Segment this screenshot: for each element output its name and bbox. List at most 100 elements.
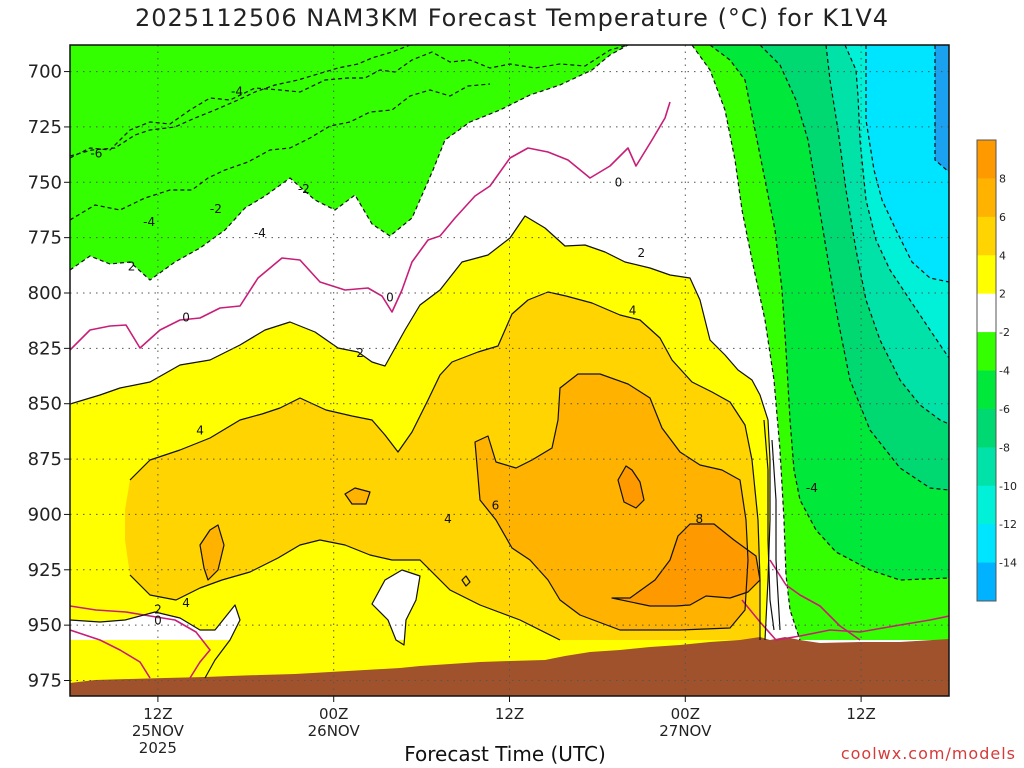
contour-minus10-east	[844, 45, 949, 359]
colorbar-swatch	[977, 562, 996, 602]
colorbar-label: 6	[999, 211, 1006, 224]
contour-label: 0	[154, 614, 162, 628]
fill-above-8	[612, 524, 760, 606]
y-tick-label: 700	[28, 62, 62, 83]
contour-8-pocket	[617, 465, 645, 509]
y-tick-label: 875	[28, 449, 62, 470]
y-tick-label: 925	[28, 560, 62, 581]
colorbar-label: -8	[999, 441, 1010, 454]
y-tick-label: 900	[28, 504, 62, 525]
colorbar-swatch	[977, 447, 996, 487]
contour-minus4	[70, 83, 491, 221]
x-tick-label: 27NOV	[659, 722, 712, 740]
colorbar-frame	[976, 139, 997, 602]
colorbar-label: -6	[999, 403, 1010, 416]
contour-minus4-east	[709, 45, 949, 581]
contour-label: -6	[90, 147, 102, 161]
contour-6-pocket	[199, 524, 225, 581]
x-tick-label: 12Z	[143, 705, 172, 723]
contour-label: -4	[254, 226, 266, 240]
colorbar-swatch	[977, 524, 996, 564]
x-tick-label: 25NOV	[132, 722, 185, 740]
y-tick-label: 775	[28, 228, 62, 249]
contour-label: -4	[231, 85, 243, 99]
colorbar-swatch	[977, 140, 996, 179]
contour-2-east-b	[771, 439, 781, 631]
chart-title: 2025112506 NAM3KM Forecast Temperature (…	[134, 4, 890, 32]
contour-minus12-east	[865, 45, 949, 283]
contour-label: -2	[210, 202, 222, 216]
contour-label: -4	[806, 481, 818, 495]
contour-minus14-east	[934, 45, 949, 173]
colorbar-swatch	[977, 408, 996, 448]
x-tick-label: 00Z	[671, 705, 700, 723]
contour-2-east-a	[763, 419, 775, 631]
colorbar-label: 4	[999, 249, 1006, 262]
freezing-line-sw	[70, 605, 211, 679]
fill-warm-pocket-3	[618, 466, 644, 508]
contour-minus8-east	[825, 45, 949, 425]
contour-label: 4	[444, 512, 452, 526]
colorbar-label: -14	[999, 557, 1017, 570]
colorbar-label: 8	[999, 172, 1006, 185]
contour-2	[70, 215, 771, 641]
colorbar-swatch	[977, 485, 996, 525]
colorbar-label: -2	[999, 326, 1010, 339]
contour-label: 4	[629, 304, 637, 318]
contour-minus2	[70, 45, 629, 159]
contour-label: 4	[182, 596, 190, 610]
colorbar-swatch	[977, 178, 996, 218]
contour-label: 2	[154, 603, 162, 617]
contour-label: 2	[638, 246, 646, 260]
y-tick-label: 825	[28, 338, 62, 359]
colorbar-swatch	[977, 332, 996, 371]
x-tick-label: 00Z	[319, 705, 348, 723]
contour-4-south	[129, 539, 561, 641]
y-tick-label: 800	[28, 283, 62, 304]
colorbar-label: -12	[999, 518, 1017, 531]
contour-2-pocket	[371, 569, 421, 646]
x-tick-label: 2025	[139, 739, 177, 757]
contour-6	[474, 373, 749, 631]
colorbar-label: -4	[999, 365, 1010, 378]
contour-label: 0	[615, 175, 623, 189]
colorbar-swatch	[977, 216, 996, 256]
contour-minus2-b	[70, 45, 629, 281]
x-tick-label: 12Z	[846, 705, 875, 723]
y-tick-label: 750	[28, 172, 62, 193]
x-tick-label: 12Z	[495, 705, 524, 723]
freezing-line-east-2	[769, 559, 861, 641]
gridlines	[70, 45, 949, 696]
x-axis-label: Forecast Time (UTC)	[404, 742, 606, 766]
fill-warm-pocket	[200, 525, 224, 580]
fill-warm-pocket-2	[345, 488, 370, 504]
contour-label: -2	[298, 182, 310, 196]
colorbar: 8 6 4 2 -2 -4 -6 -8 -10 -12 -14	[976, 139, 1017, 602]
contour-label: 0	[182, 310, 190, 324]
y-tick-label: 950	[28, 615, 62, 636]
contour-label: 2	[128, 259, 136, 273]
contour-label: 8	[696, 512, 704, 526]
colorbar-label: 2	[999, 288, 1006, 301]
contour-minus6-east	[759, 45, 949, 491]
colorbar-swatch	[977, 293, 996, 333]
colorbar-swatch	[977, 255, 996, 295]
y-tick-label: 975	[28, 671, 62, 692]
fill-cool-pocket	[372, 570, 420, 645]
contour-6-pocket-2	[344, 487, 371, 505]
contour-label: 4	[196, 423, 204, 437]
y-axis: 700 725 750 775 800 825 850 875 900 925 950 975	[28, 62, 70, 692]
freezing-line-sw-2	[70, 629, 151, 679]
contour-4	[129, 291, 761, 640]
terrain	[70, 637, 949, 696]
contour-label: 6	[492, 499, 500, 513]
credit-link[interactable]: coolwx.com/models	[840, 744, 1016, 763]
y-tick-label: 850	[28, 394, 62, 415]
y-tick-label: 725	[28, 117, 62, 138]
contour-label: 0	[386, 290, 394, 304]
contour-2-tiny	[461, 575, 471, 587]
contour-label: -4	[143, 215, 155, 229]
contour-minus2-east	[691, 45, 801, 641]
